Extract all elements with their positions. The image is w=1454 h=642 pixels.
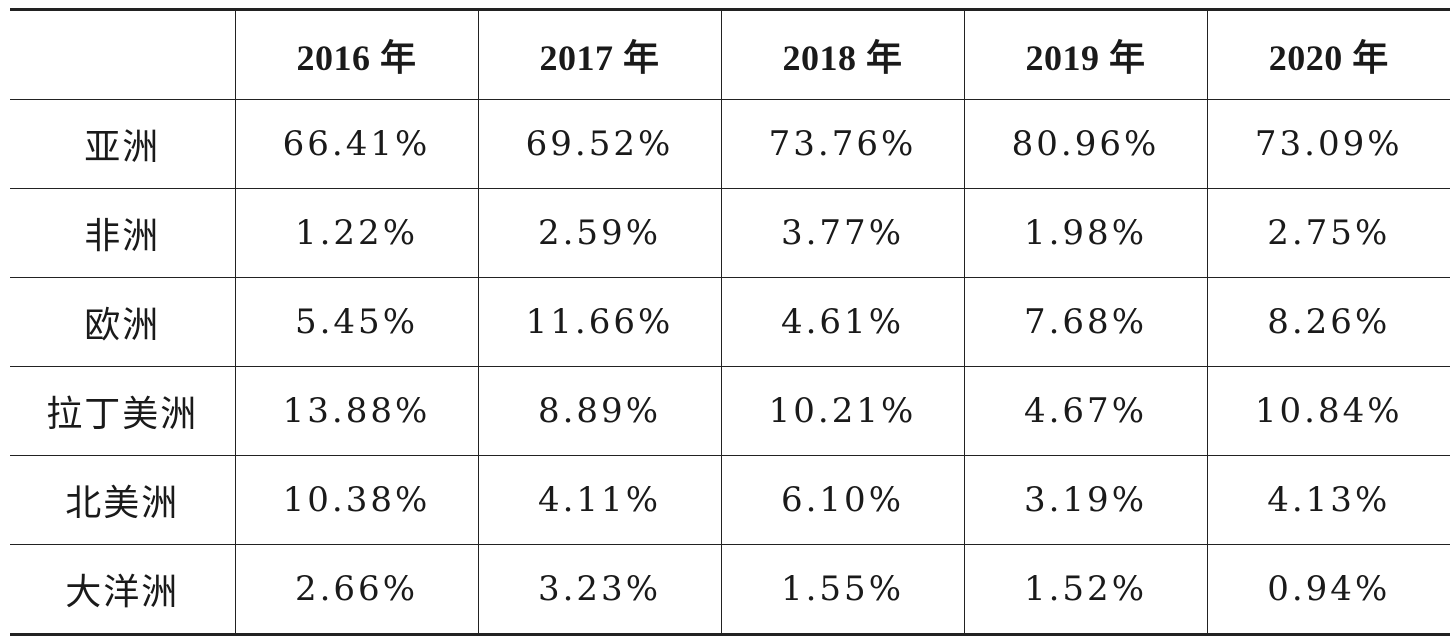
table-cell: 10.84% bbox=[1206, 366, 1450, 456]
table-cell: 10.38% bbox=[234, 455, 478, 545]
table-header: 2016 年 2017 年 2018 年 2019 年 2020 年 bbox=[10, 8, 1450, 100]
table-cell: 73.76% bbox=[720, 99, 964, 189]
table-cell: 69.52% bbox=[477, 99, 721, 189]
column-header-2020: 2020 年 bbox=[1206, 8, 1450, 100]
table-row: 非洲 1.22% 2.59% 3.77% 1.98% 2.75% bbox=[10, 188, 1450, 278]
row-label-europe: 欧洲 bbox=[10, 277, 235, 367]
table-cell: 1.22% bbox=[234, 188, 478, 278]
table-cell: 1.52% bbox=[963, 544, 1207, 636]
data-table: 2016 年 2017 年 2018 年 2019 年 2020 年 亚洲 66… bbox=[10, 8, 1450, 636]
table-row: 欧洲 5.45% 11.66% 4.61% 7.68% 8.26% bbox=[10, 277, 1450, 367]
table-row: 亚洲 66.41% 69.52% 73.76% 80.96% 73.09% bbox=[10, 99, 1450, 189]
corner-cell bbox=[10, 8, 235, 100]
table-cell: 7.68% bbox=[963, 277, 1207, 367]
header-row: 2016 年 2017 年 2018 年 2019 年 2020 年 bbox=[10, 8, 1450, 100]
row-label-oceania: 大洋洲 bbox=[10, 544, 235, 636]
table-cell: 73.09% bbox=[1206, 99, 1450, 189]
table-cell: 4.11% bbox=[477, 455, 721, 545]
table-cell: 1.55% bbox=[720, 544, 964, 636]
table-cell: 13.88% bbox=[234, 366, 478, 456]
table-cell: 0.94% bbox=[1206, 544, 1450, 636]
table-row: 大洋洲 2.66% 3.23% 1.55% 1.52% 0.94% bbox=[10, 544, 1450, 636]
table-cell: 80.96% bbox=[963, 99, 1207, 189]
table-cell: 3.23% bbox=[477, 544, 721, 636]
table-cell: 2.75% bbox=[1206, 188, 1450, 278]
table-cell: 2.59% bbox=[477, 188, 721, 278]
row-label-latin-america: 拉丁美洲 bbox=[10, 366, 235, 456]
row-label-asia: 亚洲 bbox=[10, 99, 235, 189]
table-row: 北美洲 10.38% 4.11% 6.10% 3.19% 4.13% bbox=[10, 455, 1450, 545]
column-header-2017: 2017 年 bbox=[477, 8, 721, 100]
table-cell: 3.19% bbox=[963, 455, 1207, 545]
row-label-africa: 非洲 bbox=[10, 188, 235, 278]
column-header-2016: 2016 年 bbox=[234, 8, 478, 100]
table-cell: 8.26% bbox=[1206, 277, 1450, 367]
table-row: 拉丁美洲 13.88% 8.89% 10.21% 4.67% 10.84% bbox=[10, 366, 1450, 456]
table-cell: 10.21% bbox=[720, 366, 964, 456]
table-cell: 6.10% bbox=[720, 455, 964, 545]
table-cell: 4.61% bbox=[720, 277, 964, 367]
table-cell: 4.13% bbox=[1206, 455, 1450, 545]
table-cell: 3.77% bbox=[720, 188, 964, 278]
data-table-container: 2016 年 2017 年 2018 年 2019 年 2020 年 亚洲 66… bbox=[10, 8, 1450, 636]
table-cell: 66.41% bbox=[234, 99, 478, 189]
table-cell: 5.45% bbox=[234, 277, 478, 367]
column-header-2018: 2018 年 bbox=[720, 8, 964, 100]
table-cell: 2.66% bbox=[234, 544, 478, 636]
table-cell: 8.89% bbox=[477, 366, 721, 456]
table-cell: 4.67% bbox=[963, 366, 1207, 456]
row-label-north-america: 北美洲 bbox=[10, 455, 235, 545]
table-cell: 11.66% bbox=[477, 277, 721, 367]
column-header-2019: 2019 年 bbox=[963, 8, 1207, 100]
table-body: 亚洲 66.41% 69.52% 73.76% 80.96% 73.09% 非洲… bbox=[10, 99, 1450, 636]
table-cell: 1.98% bbox=[963, 188, 1207, 278]
